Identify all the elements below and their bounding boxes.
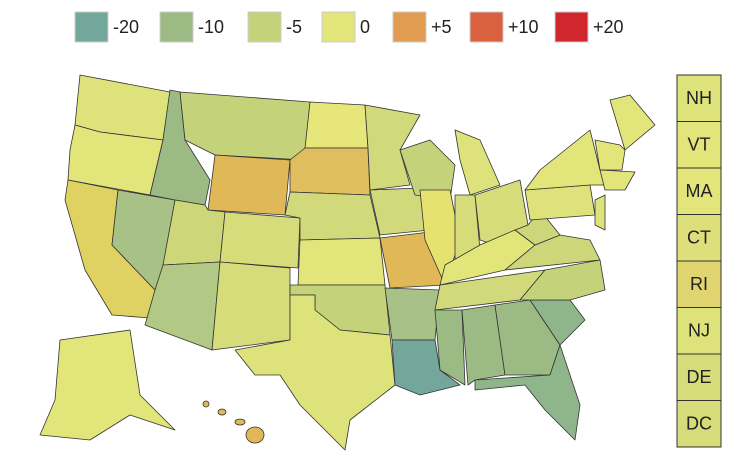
state (304, 101, 369, 149)
state (207, 154, 291, 216)
legend-label: -5 (286, 17, 302, 37)
state (524, 184, 596, 221)
small-state-box (676, 167, 722, 215)
legend-label: 0 (360, 17, 370, 37)
state (599, 169, 636, 191)
state (454, 129, 501, 196)
state (399, 139, 456, 201)
small-state-label: VT (687, 135, 710, 155)
state (202, 400, 210, 408)
small-state-box (676, 307, 722, 355)
state (519, 259, 606, 301)
legend-label: +5 (431, 17, 452, 37)
state (609, 94, 656, 151)
small-state-box (676, 121, 722, 169)
small-state-label: DE (686, 367, 711, 387)
small-state-label: NJ (688, 321, 710, 341)
small-state-box (676, 353, 722, 401)
state (391, 339, 461, 396)
state (39, 329, 176, 441)
legend-swatch (247, 11, 282, 43)
state (234, 294, 396, 451)
state (594, 139, 626, 171)
state (217, 408, 227, 416)
state (594, 194, 606, 231)
legend-swatch (392, 11, 427, 43)
state (474, 344, 581, 441)
legend-swatch (74, 11, 109, 43)
state (504, 234, 601, 271)
legend-label: +20 (593, 17, 624, 37)
small-state-box (676, 260, 722, 308)
small-state-label: DC (686, 414, 712, 434)
legend-swatch (554, 11, 589, 43)
state (289, 147, 371, 196)
state (461, 304, 506, 386)
state (434, 309, 466, 386)
state (219, 211, 301, 269)
legend-label: -10 (198, 17, 224, 37)
legend-label: +10 (508, 17, 539, 37)
state (384, 287, 441, 341)
small-state-box (676, 400, 722, 448)
state (524, 129, 611, 191)
state (144, 261, 221, 351)
state (364, 104, 421, 191)
states (39, 74, 656, 451)
state (179, 91, 311, 161)
state (297, 237, 386, 286)
state (234, 418, 246, 426)
small-state-label: RI (690, 274, 708, 294)
small-state-label: NH (686, 88, 712, 108)
legend-swatch (159, 11, 194, 43)
small-state-label: MA (686, 181, 713, 201)
state (211, 261, 291, 351)
small-state-label: CT (687, 228, 711, 248)
state (245, 426, 265, 444)
legend-swatch (469, 11, 504, 43)
small-state-box (676, 74, 722, 122)
legend-swatch (321, 11, 356, 43)
legend-label: -20 (113, 17, 139, 37)
state (514, 209, 561, 246)
